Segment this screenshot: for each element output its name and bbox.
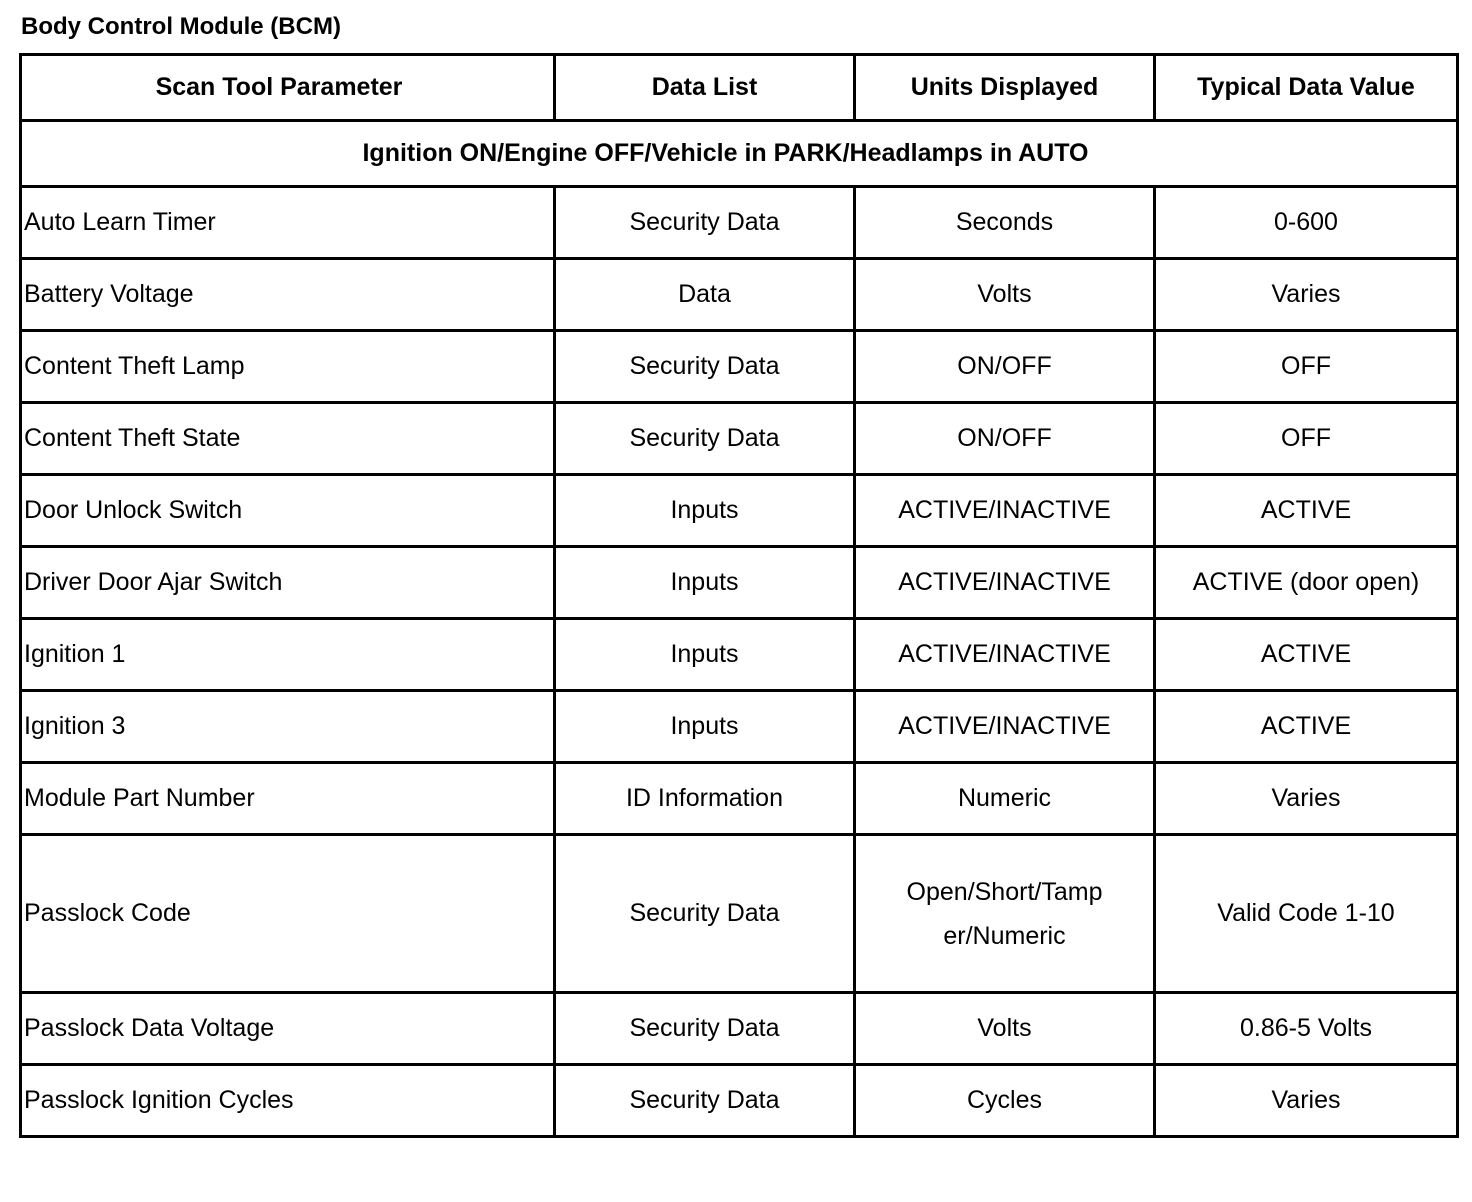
cell-data-list: Inputs <box>553 689 856 764</box>
cell-typical: Varies <box>1153 257 1459 332</box>
cell-data-list: Security Data <box>553 401 856 476</box>
cell-param: Module Part Number <box>19 761 556 836</box>
cell-units: ON/OFF <box>853 401 1156 476</box>
cell-param: Ignition 1 <box>19 617 556 692</box>
cell-typical: Valid Code 1-10 <box>1153 833 1459 994</box>
cell-units: ACTIVE/INACTIVE <box>853 617 1156 692</box>
cell-typical: ACTIVE <box>1153 473 1459 548</box>
cell-units: Seconds <box>853 185 1156 260</box>
cell-units: Volts <box>853 991 1156 1066</box>
cell-param: Auto Learn Timer <box>19 185 556 260</box>
table-row: Content Theft State Security Data ON/OFF OF… <box>19 401 1459 476</box>
cell-param: Battery Voltage <box>19 257 556 332</box>
cell-typical: 0-600 <box>1153 185 1459 260</box>
cell-typical: 0.86-5 Volts <box>1153 991 1459 1066</box>
table-row: Driver Door Ajar Switch Inputs ACTIVE/INAC… <box>19 545 1459 620</box>
cell-param: Content Theft Lamp <box>19 329 556 404</box>
cell-data-list: ID Information <box>553 761 856 836</box>
cell-data-list: Data <box>553 257 856 332</box>
cell-data-list: Security Data <box>553 329 856 404</box>
table-row: Ignition 3 Inputs ACTIVE/INACTIVE ACTIVE <box>19 689 1459 764</box>
cell-data-list: Security Data <box>553 991 856 1066</box>
cell-param: Driver Door Ajar Switch <box>19 545 556 620</box>
table-row: Auto Learn Timer Security Data Seconds 0-60… <box>19 185 1459 260</box>
header-typical-data-value: Typical Data Value <box>1153 53 1459 122</box>
cell-typical: OFF <box>1153 401 1459 476</box>
cell-units: ACTIVE/INACTIVE <box>853 545 1156 620</box>
cell-data-list: Inputs <box>553 473 856 548</box>
cell-typical: Varies <box>1153 761 1459 836</box>
header-scan-tool-parameter: Scan Tool Parameter <box>19 53 556 122</box>
cell-data-list: Security Data <box>553 185 856 260</box>
table-row: Door Unlock Switch Inputs ACTIVE/INACTIVE A… <box>19 473 1459 548</box>
cell-units: Numeric <box>853 761 1156 836</box>
cell-param: Door Unlock Switch <box>19 473 556 548</box>
table-row: Battery Voltage Data Volts Varies <box>19 257 1459 332</box>
cell-param: Ignition 3 <box>19 689 556 764</box>
cell-units: ON/OFF <box>853 329 1156 404</box>
cell-typical: Varies <box>1153 1063 1459 1138</box>
cell-units: Volts <box>853 257 1156 332</box>
cell-data-list: Security Data <box>553 833 856 994</box>
section-row: Ignition ON/Engine OFF/Vehicle in PARK/H… <box>19 119 1459 188</box>
cell-typical: ACTIVE <box>1153 617 1459 692</box>
cell-typical: ACTIVE (door open) <box>1153 545 1459 620</box>
cell-param: Passlock Data Voltage <box>19 991 556 1066</box>
section-condition: Ignition ON/Engine OFF/Vehicle in PARK/H… <box>19 119 1459 188</box>
cell-units: ACTIVE/INACTIVE <box>853 473 1156 548</box>
header-data-list: Data List <box>553 53 856 122</box>
header-row: Scan Tool Parameter Data List Units Disp… <box>19 53 1459 122</box>
cell-param: Passlock Ignition Cycles <box>19 1063 556 1138</box>
cell-param: Content Theft State <box>19 401 556 476</box>
header-units-displayed: Units Displayed <box>853 53 1156 122</box>
table-row: Ignition 1 Inputs ACTIVE/INACTIVE ACTIVE <box>19 617 1459 692</box>
table-row: Content Theft Lamp Security Data ON/OFF OFF <box>19 329 1459 404</box>
cell-typical: OFF <box>1153 329 1459 404</box>
table-row: Passlock Ignition Cycles Security Data Cyc… <box>19 1063 1459 1138</box>
table-row: Passlock Data Voltage Security Data Volts 0… <box>19 991 1459 1066</box>
cell-typical: ACTIVE <box>1153 689 1459 764</box>
cell-data-list: Inputs <box>553 617 856 692</box>
cell-param: Passlock Code <box>19 833 556 994</box>
cell-data-list: Inputs <box>553 545 856 620</box>
cell-data-list: Security Data <box>553 1063 856 1138</box>
cell-units: Open/Short/Tamp er/Numeric <box>853 833 1156 994</box>
document-title: Body Control Module (BCM) <box>21 13 341 40</box>
cell-units: ACTIVE/INACTIVE <box>853 689 1156 764</box>
bcm-data-table: Scan Tool Parameter Data List Units Disp… <box>19 53 1459 1138</box>
cell-units: Cycles <box>853 1063 1156 1138</box>
table-row: Passlock Code Security Data Open/Short/Tam… <box>19 833 1459 994</box>
table-row: Module Part Number ID Information Numeric V… <box>19 761 1459 836</box>
